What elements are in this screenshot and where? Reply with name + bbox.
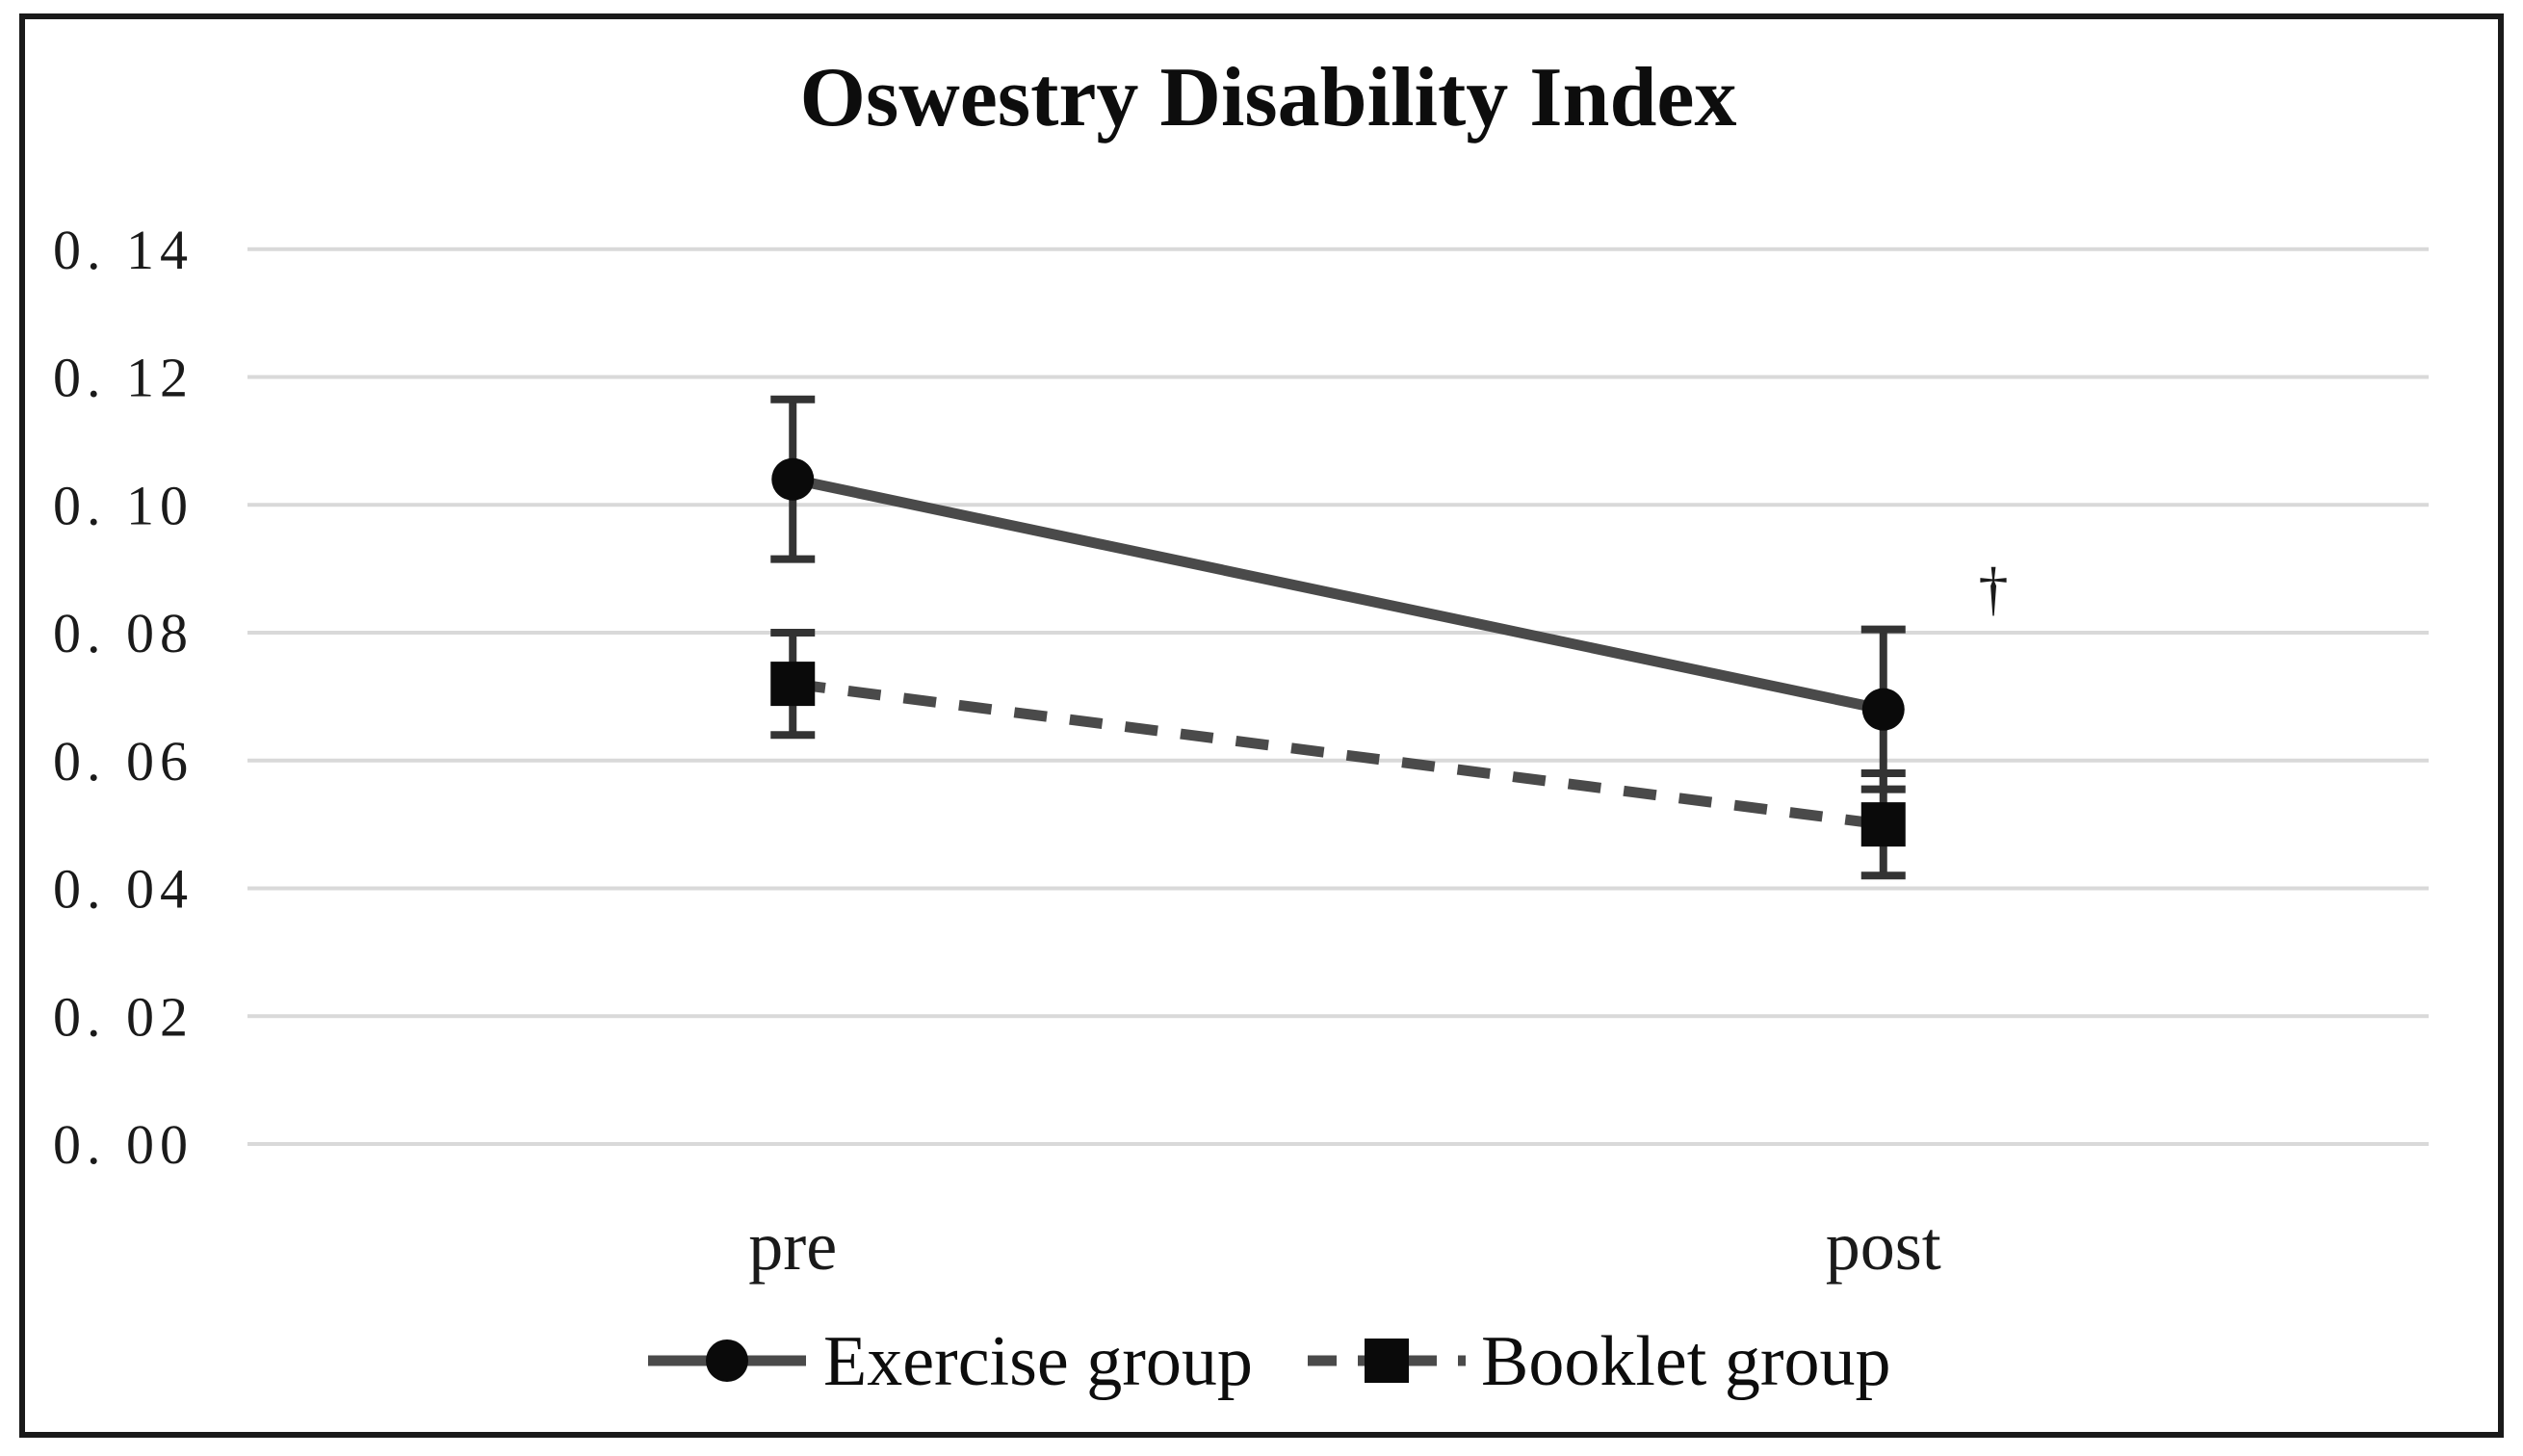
chart-border [19,13,2504,1438]
data-point-markers [770,457,1906,847]
booklet-group-legend-square-icon [1365,1339,1409,1383]
x-tick-label-post: post [1826,1208,1941,1285]
y-tick-label: 0. 00 [53,1113,194,1176]
y-tick-label: 0. 06 [53,730,194,793]
y-tick-label: 0. 08 [53,602,194,664]
booklet-group-legend-label: Booklet group [1481,1322,1890,1401]
y-tick-label: 0. 02 [53,985,194,1048]
y-tick-label: 0. 10 [53,474,194,536]
x-axis-tick-labels: pre post [748,1208,1940,1285]
series-lines [792,474,1885,830]
gridlines [247,247,2429,1146]
booklet-group-square-marker [770,662,816,707]
exercise-group-legend-circle-icon [706,1339,748,1382]
exercise-group-circle-marker [1861,688,1905,731]
exercise-group-line [792,474,1885,715]
legend-item-booklet-group: Booklet group [1308,1322,1890,1401]
y-tick-label: 0. 12 [53,347,194,409]
x-tick-label-pre: pre [748,1208,837,1285]
legend: Exercise group Booklet group [648,1322,1890,1401]
booklet-group-square-marker [1860,802,1906,847]
y-tick-label: 0. 14 [53,219,194,281]
y-tick-label: 0. 04 [53,858,194,921]
exercise-group-legend-label: Exercise group [823,1322,1253,1401]
y-axis-tick-labels: 0. 00 0. 02 0. 04 0. 06 0. 08 0. 10 0. 12 0. 14 [53,219,194,1176]
dagger-significance-icon: † [1979,557,2009,622]
booklet-group-line [792,678,1885,830]
exercise-group-circle-marker [771,457,815,501]
chart-title: Oswestry Disability Index [800,51,1737,144]
legend-item-exercise-group: Exercise group [648,1322,1253,1401]
